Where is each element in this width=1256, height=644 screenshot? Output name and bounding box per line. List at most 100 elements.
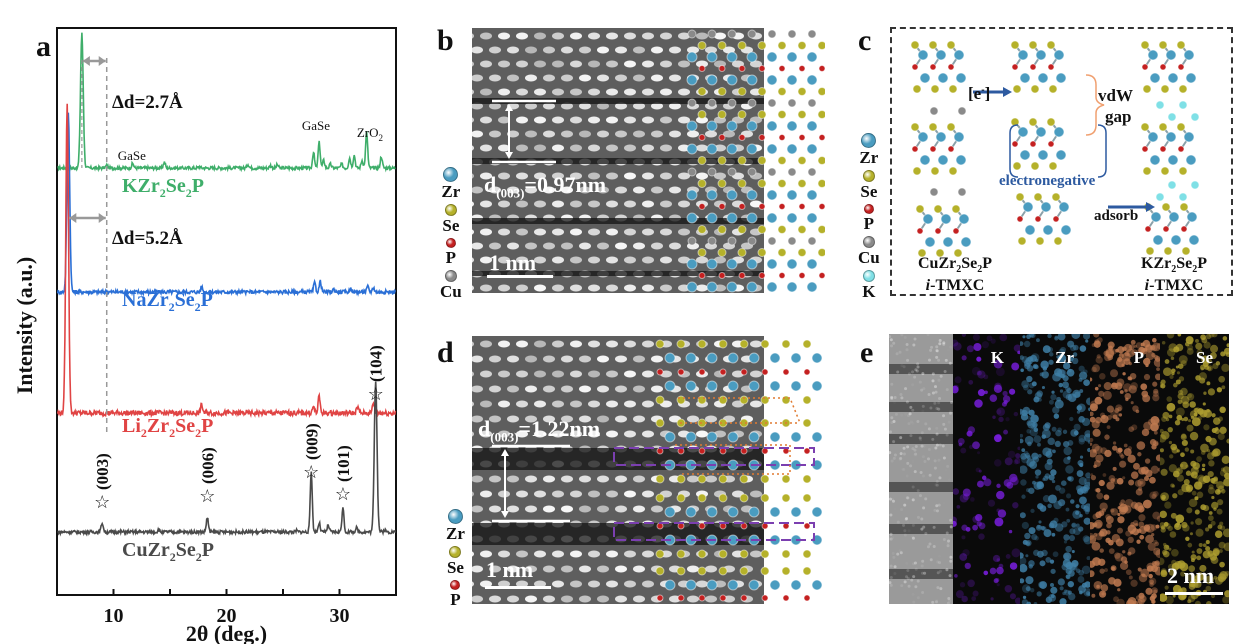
signal-blob — [1079, 389, 1084, 393]
noise-speck — [888, 497, 892, 501]
signal-blob — [1025, 541, 1031, 546]
lattice-spot — [570, 340, 582, 348]
signal-blob — [971, 596, 977, 601]
atom-zr — [1167, 154, 1179, 166]
atom-zr — [706, 258, 718, 270]
signal-blob — [1202, 475, 1211, 483]
lattice-spot — [651, 385, 663, 393]
signal-blob — [1205, 357, 1212, 365]
noise-speck — [893, 508, 896, 511]
lattice-spot — [480, 490, 492, 498]
signal-blob — [1197, 416, 1202, 421]
signal-blob — [1009, 388, 1016, 395]
signal-blob — [1066, 493, 1072, 499]
signal-blob — [1063, 589, 1068, 593]
right-structure-caption: KZr2Se2P i-TMXC — [1124, 256, 1224, 294]
signal-blob — [1092, 428, 1101, 437]
signal-blob — [1083, 369, 1088, 375]
lattice-spot — [552, 60, 564, 68]
signal-blob — [1149, 579, 1155, 585]
atom-se — [1012, 84, 1022, 94]
signal-blob — [1150, 415, 1160, 425]
atom-zr — [1149, 154, 1161, 166]
signal-blob — [967, 426, 976, 434]
atom-p — [698, 134, 706, 141]
lattice-spot — [507, 385, 519, 393]
atom-se — [797, 248, 807, 257]
signal-blob — [1022, 335, 1026, 339]
lattice-spot — [579, 74, 591, 82]
signal-blob — [1036, 481, 1045, 490]
atom-se — [1145, 246, 1155, 256]
signal-blob — [1110, 369, 1119, 378]
signal-blob — [1194, 600, 1201, 607]
atom-se — [1046, 117, 1056, 127]
atom-p — [738, 134, 746, 141]
atom-zr — [1035, 126, 1047, 138]
formula-part: P — [982, 255, 992, 272]
signal-blob — [1179, 463, 1184, 468]
signal-blob — [993, 384, 1003, 393]
noise-speck — [900, 508, 904, 512]
signal-blob — [1033, 435, 1042, 443]
signal-blob — [1004, 457, 1013, 466]
signal-blob — [1042, 345, 1051, 354]
formula-part: CuZr — [917, 255, 957, 272]
legend-c: Zr Se P Cu K — [858, 130, 880, 301]
atom-zr — [706, 352, 718, 364]
lattice-spot — [588, 60, 600, 68]
signal-blob — [1041, 549, 1048, 557]
signal-blob — [1021, 356, 1029, 364]
atom-p — [1177, 145, 1185, 153]
signal-blob — [1032, 422, 1038, 428]
series-label-subscript: 2 — [195, 426, 201, 440]
noise-speck — [948, 599, 952, 603]
atom-cu — [787, 98, 797, 108]
signal-blob — [1079, 590, 1083, 595]
signal-blob — [1138, 467, 1146, 475]
signal-blob — [1196, 555, 1202, 561]
lattice-spot — [615, 102, 627, 110]
signal-blob — [1059, 598, 1067, 606]
signal-blob — [1160, 569, 1167, 576]
atom-zr — [1022, 201, 1034, 213]
signal-blob — [1116, 477, 1124, 485]
signal-blob — [1106, 530, 1111, 535]
signal-blob — [1196, 548, 1203, 554]
lattice-spot — [534, 200, 546, 208]
lattice-spot — [615, 242, 627, 250]
signal-blob — [1078, 477, 1087, 486]
scale-bar-label-e: 2 nm — [1167, 563, 1215, 588]
signal-blob — [1207, 388, 1216, 396]
signal-blob — [1218, 541, 1226, 549]
signal-blob — [1175, 379, 1181, 385]
signal-blob — [1180, 461, 1188, 470]
signal-blob — [1217, 573, 1227, 582]
signal-blob — [992, 554, 1001, 563]
atom-p — [818, 134, 825, 141]
atom-zr — [942, 236, 954, 248]
signal-blob — [1037, 525, 1042, 530]
signal-blob — [1078, 434, 1086, 443]
signal-blob — [1067, 340, 1075, 348]
atom-zr — [766, 189, 778, 201]
lattice-spot — [615, 186, 627, 194]
signal-blob — [1018, 564, 1028, 573]
atom-p — [1029, 140, 1037, 148]
signal-blob — [1091, 343, 1096, 347]
signal-blob — [1056, 396, 1062, 402]
lattice-spot — [534, 430, 546, 438]
atom-p — [952, 227, 960, 235]
noise-speck — [947, 348, 950, 351]
atom-se — [817, 110, 825, 119]
lattice-spot — [534, 116, 546, 124]
signal-blob — [1177, 399, 1183, 405]
signal-blob — [1054, 336, 1059, 341]
lattice-spot — [615, 415, 627, 423]
signal-blob — [1026, 364, 1034, 372]
signal-blob — [1054, 440, 1061, 448]
signal-blob — [1191, 417, 1201, 427]
noise-speck — [942, 456, 946, 460]
atom-zr — [1037, 149, 1049, 161]
signal-blob — [1168, 440, 1173, 445]
